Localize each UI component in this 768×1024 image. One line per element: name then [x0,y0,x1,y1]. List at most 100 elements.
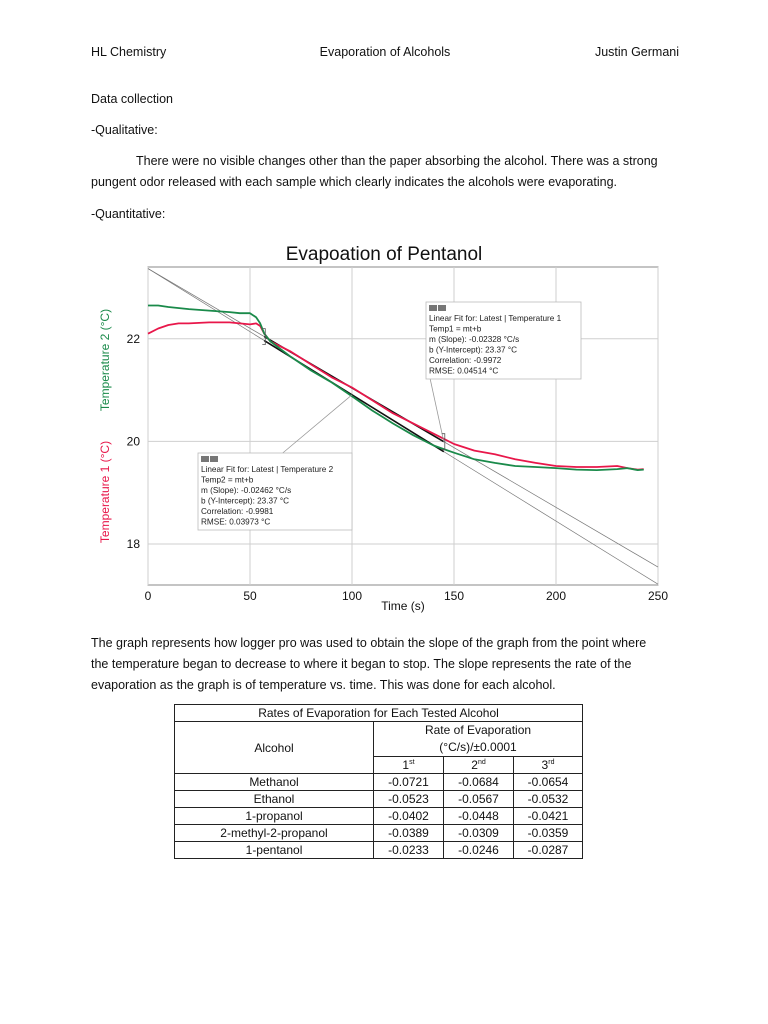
alcohol-name: 2-methyl-2-propanol [174,824,374,842]
table-title-row: Rates of Evaporation for Each Tested Alc… [173,704,584,722]
rates-table: Rates of Evaporation for Each Tested Alc… [173,704,584,859]
rate-value: -0.0721 [373,773,444,791]
page-header: HL Chemistry Evaporation of Alcohols Jus… [91,45,679,63]
trial-header: 1st [373,756,444,774]
alcohol-name: Ethanol [174,790,374,808]
rate-value: -0.0287 [512,841,584,859]
y-tick-label: 18 [127,537,141,551]
annotation-text: Linear Fit for: Latest | Temperature 1 [429,314,562,323]
annotation-text: b (Y-Intercept): 23.37 °C [429,346,517,355]
leader-line [282,394,353,454]
annotation-handle-icon [201,456,209,462]
x-axis-ticks: 0 50 100 150 200 250 [145,589,669,603]
range-bracket [441,433,446,451]
rate-header-line-2: (°C/s)/±0.0001 [439,740,517,754]
annotation-text: Correlation: -0.9981 [201,507,274,516]
trial-number: 2 [471,758,478,772]
x-tick-label: 50 [243,589,257,603]
y-axis-label-2: Temperature 2 (°C) [98,309,112,411]
rate-value: -0.0359 [512,824,584,842]
range-bracket [262,328,266,345]
pentanol-chart: Evapoation of Pentanol 0 50 100 150 200 250 1… [98,244,669,613]
header-title: Evaporation of Alcohols [319,45,451,59]
temperature-2-line [148,304,644,472]
rate-value: -0.0532 [512,790,584,808]
x-tick-label: 200 [546,589,566,603]
rate-value: -0.0567 [443,790,514,808]
table-row: 2-methyl-2-propanol -0.0389 -0.0309 -0.0… [174,824,584,842]
y-tick-label: 20 [127,434,141,448]
rate-value: -0.0421 [512,807,584,825]
quantitative-heading: -Quantitative: [91,207,166,221]
alcohol-name: 1-propanol [174,807,374,825]
rate-value: -0.0246 [443,841,514,859]
qualitative-line-1: There were no visible changes other than… [136,154,658,168]
rate-column-header: Rate of Evaporation (°C/s)/±0.0001 [372,721,584,757]
annotation-text: m (Slope): -0.02328 °C/s [429,335,519,344]
annotation-box [197,452,353,531]
annotation-text: RMSE: 0.04514 °C [429,367,498,376]
explanation-line-2: the temperature began to decrease to whe… [91,657,632,671]
rate-value: -0.0309 [443,824,514,842]
table-row: Ethanol -0.0523 -0.0567 -0.0532 [174,790,584,808]
annotation-text: RMSE: 0.03973 °C [201,518,270,527]
header-course: HL Chemistry [91,45,167,59]
annotation-text: Temp1 = mt+b [429,325,482,334]
table-row: 1-pentanol -0.0233 -0.0246 -0.0287 [174,841,584,859]
table-header-row: Alcohol Rate of Evaporation (°C/s)/±0.00… [174,721,584,774]
trial-suffix: rd [548,759,555,766]
x-tick-label: 150 [444,589,464,603]
qualitative-line-2: pungent odor released with each sample w… [91,175,618,189]
annotation-handle-icon [210,456,218,462]
table-row: Methanol -0.0721 -0.0684 -0.0654 [174,773,584,791]
explanation-line-1: The graph represents how logger pro was … [91,636,647,650]
rate-value: -0.0389 [373,824,444,842]
y-axis-label: Temperature 1 (°C) Temperature 2 (°C) [98,309,112,543]
trial-number: 1 [402,758,410,772]
rate-value: -0.0523 [373,790,444,808]
x-tick-label: 250 [648,589,668,603]
explanation-line-3: evaporation as the graph is of temperatu… [91,678,556,692]
trial-suffix: nd [477,759,486,766]
annotation-text: m (Slope): -0.02462 °C/s [201,486,291,495]
rate-value: -0.0402 [373,807,444,825]
annotation-box [425,301,582,380]
trial-header-row: 1st 2nd 3rd [175,756,584,774]
explanation-paragraph: The graph represents how logger pro was … [91,633,681,696]
qualitative-heading: -Qualitative: [91,123,158,137]
x-tick-label: 100 [342,589,362,603]
trial-header: 2nd [443,756,514,774]
rate-value: -0.0233 [373,841,444,859]
series-lines [147,304,644,472]
y-axis-ticks: 18 20 22 [127,332,141,551]
alcohol-name: 1-pentanol [174,841,374,859]
fit-annotation-temperature-2: Linear Fit for: Latest | Temperature 2 Te… [197,394,353,531]
x-tick-label: 0 [145,589,152,603]
fit-annotation-temperature-1: Linear Fit for: Latest | Temperature 1 Te… [425,301,582,442]
table-title: Rates of Evaporation for Each Tested Alc… [173,704,584,722]
rate-header-line-1: Rate of Evaporation [424,723,532,737]
trial-header: 3rd [512,756,584,774]
fit-range-brackets [262,328,446,451]
table-row: 1-propanol -0.0402 -0.0448 -0.0421 [174,807,584,825]
annotation-text: Linear Fit for: Latest | Temperature 2 [201,465,334,474]
header-author: Justin Germani [594,45,679,59]
alcohol-name: Methanol [174,773,374,791]
rate-value: -0.0448 [443,807,514,825]
rate-value: -0.0654 [512,773,584,791]
annotation-text: Temp2 = mt+b [201,476,254,485]
trial-number: 3 [541,758,549,772]
section-title: Data collection [91,92,173,106]
y-axis-label-1: Temperature 1 (°C) [98,441,112,543]
y-tick-label: 22 [127,332,141,346]
annotation-handle-icon [438,305,446,311]
chart-title: Evapoation of Pentanol [286,244,483,265]
alcohol-column-header: Alcohol [174,721,374,774]
qualitative-paragraph: There were no visible changes other than… [91,151,681,193]
x-axis-label: Time (s) [381,599,425,613]
annotation-handle-icon [429,305,437,311]
rate-value: -0.0684 [443,773,514,791]
annotation-text: b (Y-Intercept): 23.37 °C [201,497,289,506]
annotation-text: Correlation: -0.9972 [429,356,502,365]
